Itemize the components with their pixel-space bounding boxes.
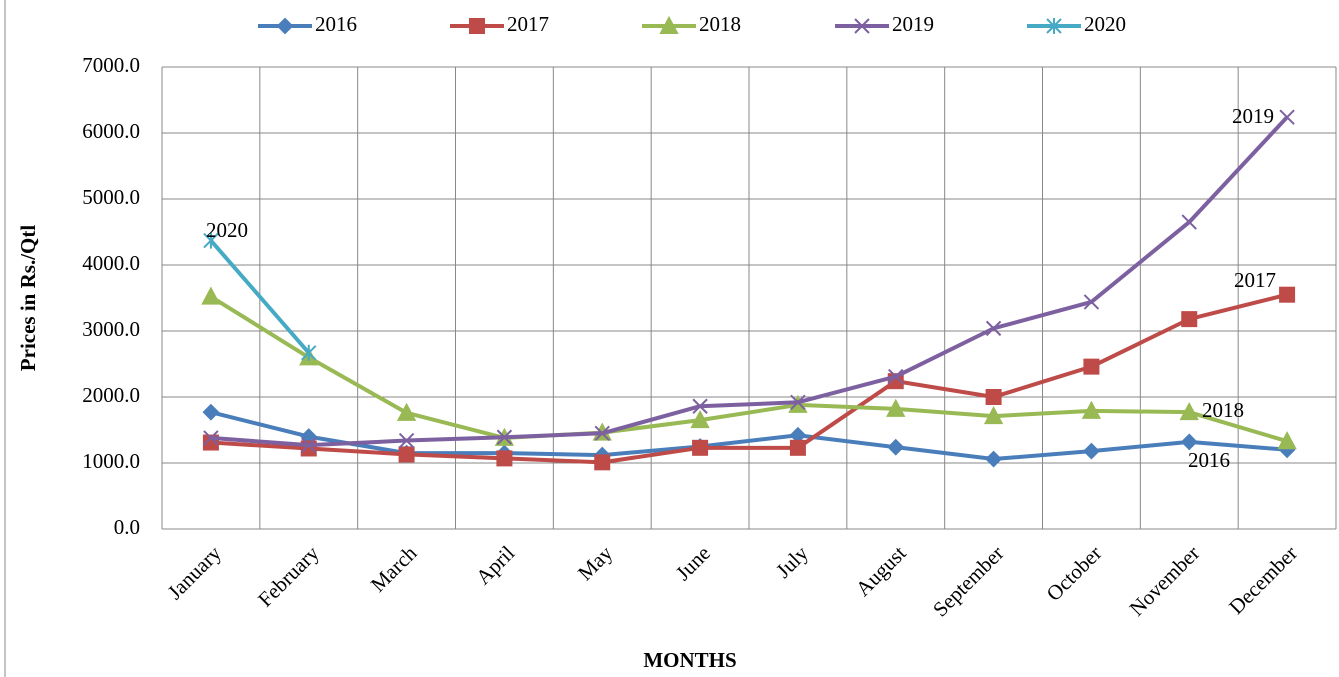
data-point [887, 438, 905, 456]
data-point [1179, 402, 1199, 421]
series-line [210, 410, 1288, 462]
data-point [790, 394, 806, 410]
data-point [985, 320, 1002, 337]
x-tick-label: November [1125, 541, 1205, 621]
data-point [1083, 294, 1100, 310]
x-tick-label: December [1224, 541, 1302, 619]
data-point [692, 398, 708, 414]
x-tick-label: March [366, 541, 422, 597]
data-point [398, 432, 415, 449]
y-tick-label: 3000.0 [82, 317, 140, 341]
x-tick-label: February [253, 541, 324, 612]
data-point [594, 454, 611, 471]
legend-marker [469, 18, 485, 34]
annotation: 2018 [1202, 398, 1244, 422]
data-point [396, 402, 417, 421]
data-point [496, 450, 513, 467]
legend-label: 2020 [1084, 12, 1126, 36]
x-tick-label: May [573, 541, 618, 586]
data-point [886, 398, 906, 417]
data-point [1081, 400, 1102, 419]
x-tick-label: October [1042, 541, 1107, 606]
data-point [690, 409, 710, 429]
series-line [210, 292, 1288, 465]
x-tick-label: September [928, 541, 1008, 621]
y-tick-label: 0.0 [114, 515, 140, 539]
y-tick-label: 1000.0 [82, 449, 140, 473]
x-axis-title: MONTHS [643, 648, 736, 672]
data-point [301, 437, 317, 453]
data-point [496, 429, 513, 445]
data-point [202, 403, 220, 421]
data-point [301, 344, 317, 361]
y-tick-label: 5000.0 [82, 185, 140, 209]
series-line [209, 239, 311, 355]
data-point [201, 286, 221, 305]
annotation: 2020 [206, 218, 248, 242]
data-point [789, 439, 806, 456]
data-point [1279, 286, 1296, 303]
x-tick-label: July [771, 541, 813, 583]
data-point [203, 232, 219, 249]
x-tick-label: August [851, 541, 911, 601]
data-point [594, 425, 610, 442]
y-tick-label: 2000.0 [82, 383, 140, 407]
data-point [985, 389, 1002, 405]
x-tick-label: January [163, 541, 227, 605]
data-point [203, 430, 219, 446]
y-tick-label: 4000.0 [82, 251, 140, 275]
data-point [888, 368, 904, 385]
legend-marker [276, 17, 294, 35]
annotation: 2019 [1232, 104, 1274, 128]
y-tick-label: 7000.0 [82, 53, 140, 77]
data-point [985, 450, 1002, 468]
legend-label: 2016 [315, 12, 357, 36]
data-point [1083, 358, 1100, 375]
legend-label: 2017 [507, 12, 549, 36]
x-tick-label: April [471, 541, 519, 589]
y-axis-title: Prices in Rs./Qtl [16, 225, 40, 372]
data-point [1083, 442, 1100, 460]
data-point [1180, 433, 1198, 451]
data-point [398, 446, 415, 463]
annotation: 2017 [1234, 268, 1276, 292]
data-point [1279, 109, 1295, 125]
annotation: 2016 [1188, 448, 1230, 472]
y-tick-label: 6000.0 [82, 119, 140, 143]
data-point [1181, 311, 1198, 328]
data-point [983, 406, 1004, 425]
data-point [1277, 431, 1297, 450]
legend-label: 2019 [892, 12, 934, 36]
x-tick-label: June [671, 541, 715, 585]
series-line [210, 115, 1289, 448]
series-line [209, 294, 1288, 444]
data-point [692, 439, 709, 456]
legend-marker [659, 15, 679, 34]
legend-marker [854, 18, 870, 34]
legend-label: 2018 [699, 12, 741, 36]
legend-marker [1046, 18, 1062, 34]
data-point [1181, 214, 1197, 230]
